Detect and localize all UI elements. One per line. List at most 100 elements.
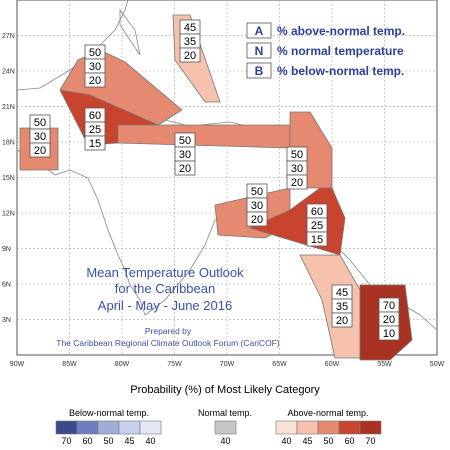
probability-box: 50 30 20 (286, 146, 308, 190)
scale-normal-label: Normal temp. (198, 408, 252, 418)
lat-tick-label: 24N (2, 69, 15, 76)
scale-value: 40 (281, 436, 291, 446)
florida-coast (119, 8, 141, 56)
title-line-3: April - May - June 2016 (98, 298, 232, 313)
key-a-letter: A (255, 24, 264, 38)
scale-swatch (275, 420, 298, 435)
title-line-2: for the Caribbean (115, 281, 215, 296)
probability-cell (84, 72, 106, 88)
lat-tick-label: 21N (2, 104, 15, 111)
probability-box: 50 30 20 (29, 114, 51, 158)
lon-tick-label: 65W (272, 361, 287, 368)
lat-tick-label: 15N (2, 175, 15, 182)
probability-value: 20 (291, 177, 303, 189)
probability-box: 60 25 15 (84, 107, 106, 151)
category-key: A % above-normal temp. N % normal temper… (246, 22, 405, 79)
probability-value: 20 (179, 163, 191, 175)
probability-box: 50 30 20 (84, 44, 106, 88)
probability-value: 10 (383, 328, 395, 340)
probability-value: 20 (89, 75, 101, 87)
probability-value: 20 (184, 50, 196, 62)
probability-value: 70 (383, 300, 395, 312)
scale-swatch (359, 420, 382, 435)
scale-swatches: 70 60 50 45 40 40 40 45 50 60 70 (55, 420, 382, 446)
scale-swatch (338, 420, 361, 435)
scale-title: Probability (%) of Most Likely Category (130, 384, 320, 396)
probability-value: 30 (291, 163, 303, 175)
probability-value: 50 (291, 149, 303, 161)
scale-value: 70 (365, 436, 375, 446)
lon-tick-label: 75W (167, 361, 182, 368)
lon-tick-label: 55W (377, 361, 392, 368)
probability-value: 45 (184, 22, 196, 34)
probability-value: 30 (89, 61, 101, 73)
probability-value: 50 (179, 135, 191, 147)
scale-below-label: Below-normal temp. (69, 408, 149, 418)
probability-box: 45 35 20 (331, 284, 353, 328)
lat-tick-label: 6N (2, 282, 11, 289)
color-scale: Probability (%) of Most Likely Category … (55, 384, 382, 446)
credit-line-1: Prepared by (145, 326, 192, 336)
scale-swatch (76, 420, 99, 435)
map-title: Mean Temperature Outlook for the Caribbe… (56, 265, 280, 348)
scale-swatch (214, 420, 237, 435)
credit-line-2: The Caribbean Regional Climate Outlook F… (56, 338, 280, 348)
probability-box: 50 30 20 (174, 132, 196, 176)
lon-tick-label: 90W (10, 361, 25, 368)
scale-value: 50 (103, 436, 113, 446)
probability-value: 35 (184, 36, 196, 48)
scale-value: 50 (323, 436, 333, 446)
lat-tick-label: 9N (2, 246, 11, 253)
key-b-text: % below-normal temp. (277, 64, 404, 78)
scale-above-label: Above-normal temp. (287, 408, 368, 418)
lon-tick-label: 85W (62, 361, 77, 368)
lat-tick-label: 27N (2, 33, 15, 40)
scale-swatch (97, 420, 120, 435)
map-panel: 90W 85W 80W 75W 70W 65W 60W 55W 50W 27N 24N 21N 18N 1… (2, 0, 445, 368)
probability-box: 45 35 20 (179, 19, 201, 63)
scale-value: 60 (344, 436, 354, 446)
probability-value: 45 (336, 287, 348, 299)
scale-value: 70 (61, 436, 71, 446)
central-america-coast (16, 149, 146, 316)
probability-value: 60 (311, 206, 323, 218)
probability-value: 25 (311, 220, 323, 232)
probability-value: 25 (89, 124, 101, 136)
lon-tick-label: 50W (430, 361, 445, 368)
scale-swatch (55, 420, 78, 435)
probability-cell (246, 211, 268, 227)
probability-value: 30 (251, 200, 263, 212)
probability-box: 50 30 20 (246, 183, 268, 227)
scale-value: 45 (302, 436, 312, 446)
probability-cell (29, 142, 51, 158)
probability-cell (84, 135, 106, 151)
probability-cell (174, 160, 196, 176)
key-b-box (246, 62, 272, 79)
key-a-text: % above-normal temp. (277, 24, 405, 38)
key-a-box (246, 22, 272, 39)
scale-swatch (296, 420, 319, 435)
probability-cell (306, 231, 328, 247)
lat-tick-label: 18N (2, 140, 15, 147)
probability-value: 50 (89, 47, 101, 59)
probability-box: 70 20 10 (378, 297, 400, 341)
scale-value: 60 (82, 436, 92, 446)
scale-value: 40 (145, 436, 155, 446)
probability-value: 20 (383, 314, 395, 326)
key-n-box (246, 42, 272, 59)
lon-tick-label: 70W (220, 361, 235, 368)
probability-cell (331, 312, 353, 328)
title-line-1: Mean Temperature Outlook (86, 265, 244, 280)
scale-value: 40 (220, 436, 230, 446)
probability-box: 60 25 15 (306, 203, 328, 247)
probability-value: 15 (89, 138, 101, 150)
lat-tick-label: 12N (2, 211, 15, 218)
scale-value: 45 (124, 436, 134, 446)
probability-value: 50 (251, 186, 263, 198)
key-n-text: % normal temperature (277, 44, 404, 58)
probability-value: 20 (251, 214, 263, 226)
scale-swatch (317, 420, 340, 435)
probability-cell (286, 174, 308, 190)
